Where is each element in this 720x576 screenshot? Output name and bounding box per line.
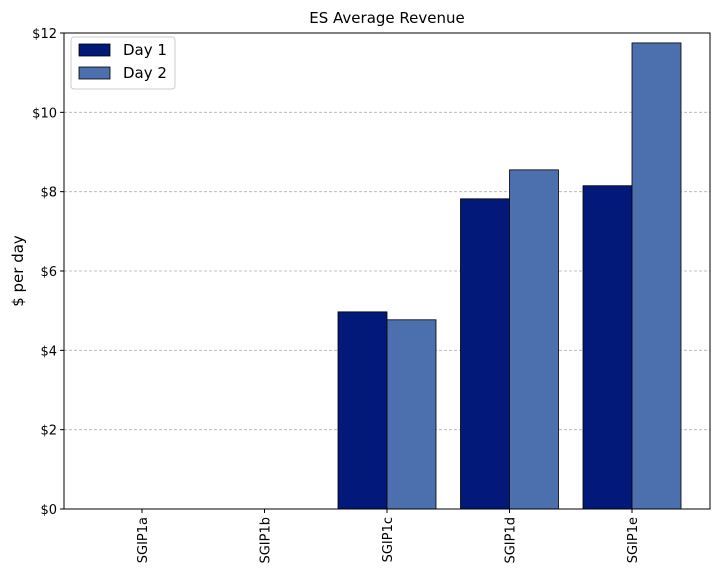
- legend-label: Day 2: [123, 64, 167, 82]
- legend-label: Day 1: [123, 41, 167, 59]
- bar-SGIP1c-day-1: [337, 311, 388, 510]
- y-tick-label: $2: [40, 424, 57, 439]
- x-tick-label: SGIP1e: [626, 517, 641, 563]
- chart-title: ES Average Revenue: [309, 9, 464, 27]
- bar-SGIP1d-day-2: [509, 169, 559, 510]
- y-tick-label: $8: [40, 186, 57, 201]
- y-tick-label: $6: [40, 265, 57, 280]
- x-tick-label: SGIP1d: [504, 517, 519, 564]
- y-axis-label: $ per day: [9, 235, 27, 307]
- x-tick-label: SGIP1a: [136, 517, 151, 563]
- x-axis: SGIP1a SGIP1b SGIP1c SGIP1d SGIP1e: [136, 509, 641, 564]
- legend-swatch: [78, 66, 111, 80]
- y-tick-label: $4: [40, 344, 57, 359]
- y-tick-label: $10: [32, 106, 57, 121]
- y-tick-label: $12: [32, 27, 57, 42]
- legend: Day 1 Day 2: [70, 36, 176, 90]
- y-tick-label: $0: [40, 503, 57, 518]
- x-tick-label: SGIP1c: [381, 517, 396, 562]
- bar-SGIP1e-day-2: [631, 42, 682, 510]
- bar-SGIP1d-day-1: [460, 198, 510, 510]
- bar-SGIP1e-day-1: [582, 185, 633, 510]
- bars: [337, 42, 682, 510]
- y-axis: $0 $2 $4 $6 $8 $10 $12: [32, 27, 64, 518]
- legend-swatch: [78, 43, 111, 57]
- x-tick-label: SGIP1b: [259, 517, 274, 564]
- bar-SGIP1c-day-2: [386, 319, 437, 510]
